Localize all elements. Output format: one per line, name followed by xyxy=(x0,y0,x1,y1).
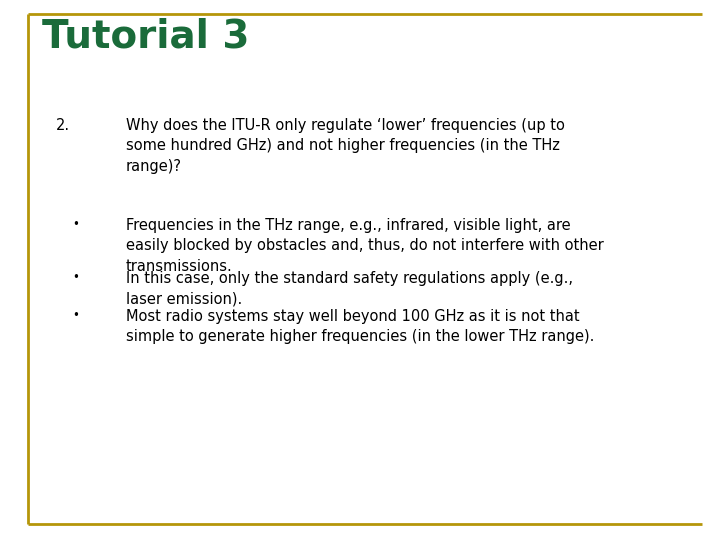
Text: Tutorial 3: Tutorial 3 xyxy=(42,18,250,56)
Text: •: • xyxy=(72,218,79,231)
Text: Most radio systems stay well beyond 100 GHz as it is not that
simple to generate: Most radio systems stay well beyond 100 … xyxy=(126,308,595,344)
Text: Why does the ITU-R only regulate ‘lower’ frequencies (up to
some hundred GHz) an: Why does the ITU-R only regulate ‘lower’… xyxy=(126,118,565,174)
Text: •: • xyxy=(72,272,79,285)
Text: Frequencies in the THz range, e.g., infrared, visible light, are
easily blocked : Frequencies in the THz range, e.g., infr… xyxy=(126,218,604,274)
Text: •: • xyxy=(72,308,79,321)
Text: 2.: 2. xyxy=(56,118,70,133)
Text: In this case, only the standard safety regulations apply (e.g.,
laser emission).: In this case, only the standard safety r… xyxy=(126,272,573,307)
